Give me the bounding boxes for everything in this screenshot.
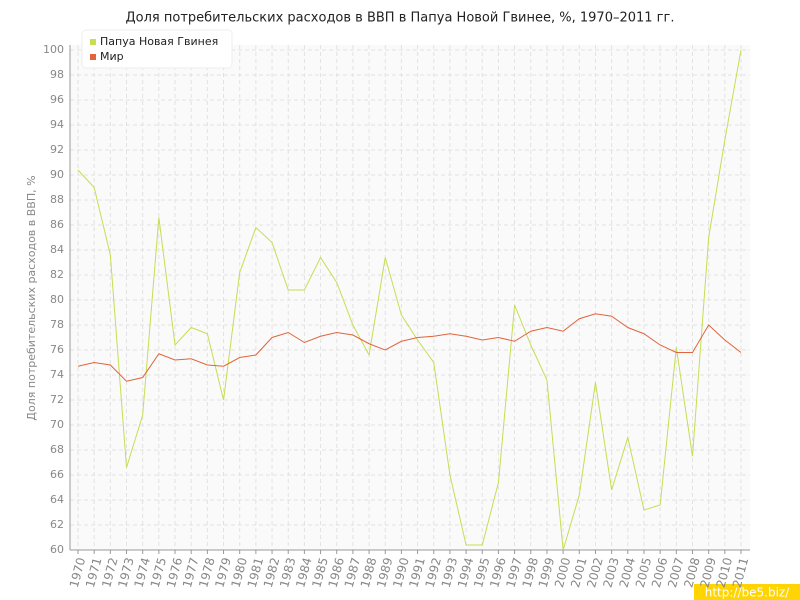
legend-swatch (90, 39, 96, 45)
series-line (77, 49, 742, 551)
y-tick-label: 78 (50, 318, 64, 331)
y-tick-label: 86 (50, 218, 64, 231)
y-tick-label: 82 (50, 268, 64, 281)
watermark: http://be5.biz/ (705, 586, 790, 600)
y-tick-label: 64 (50, 493, 64, 506)
legend-swatch (90, 54, 96, 60)
legend-label: Папуа Новая Гвинея (100, 35, 218, 48)
y-tick-label: 68 (50, 443, 64, 456)
legend-box (81, 29, 233, 69)
y-tick-label: 88 (50, 193, 64, 206)
y-tick-label: 96 (50, 93, 64, 106)
y-tick-label: 92 (50, 143, 64, 156)
series-line (77, 313, 742, 382)
y-tick-label: 70 (50, 418, 64, 431)
y-axis-label: Доля потребительских расходов в ВВП, % (25, 175, 38, 420)
y-tick-label: 94 (50, 118, 64, 131)
plot-area (70, 45, 750, 550)
watermark-bg (694, 584, 800, 600)
y-tick-label: 100 (43, 43, 64, 56)
legend-label: Мир (100, 50, 124, 63)
y-tick-label: 60 (50, 543, 64, 556)
chart-title: Доля потребительских расходов в ВВП в Па… (126, 11, 675, 26)
y-tick-label: 62 (50, 518, 64, 531)
y-tick-label: 98 (50, 68, 64, 81)
y-tick-label: 84 (50, 243, 64, 256)
y-tick-label: 90 (50, 168, 64, 181)
y-tick-label: 74 (50, 368, 64, 381)
y-tick-label: 72 (50, 393, 64, 406)
y-tick-label: 66 (50, 468, 64, 481)
y-tick-label: 80 (50, 293, 64, 306)
y-tick-label: 76 (50, 343, 64, 356)
